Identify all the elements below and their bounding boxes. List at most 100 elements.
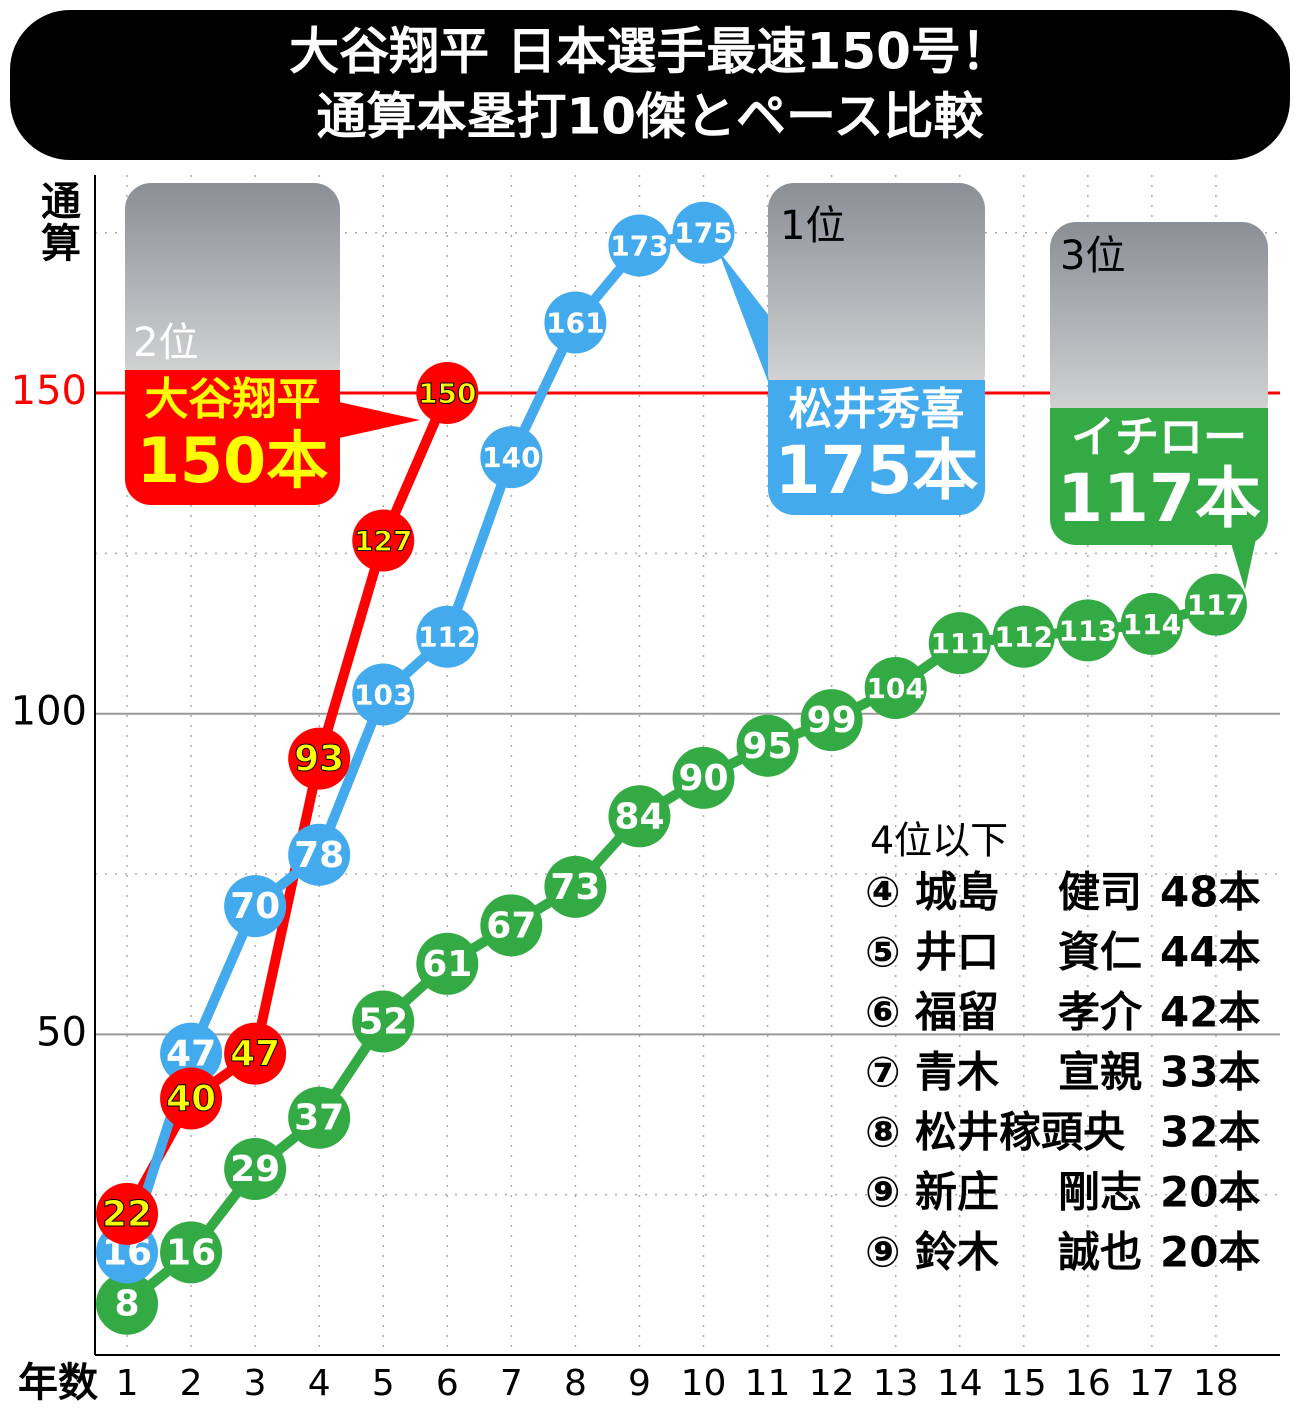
callout-tail — [718, 250, 780, 400]
others-family: 城島 — [915, 868, 999, 917]
point — [416, 605, 479, 668]
data-label: 47 — [230, 1034, 280, 1075]
callout-box — [1050, 408, 1268, 545]
point — [416, 362, 479, 425]
others-given: 健司 — [1058, 868, 1142, 917]
others-given: 誠也 — [1058, 1228, 1142, 1277]
others-family: 鈴木 — [915, 1228, 999, 1277]
photo — [768, 183, 985, 400]
point — [1120, 592, 1183, 655]
y-tick-label: 150 — [11, 368, 87, 414]
data-label: 103 — [354, 678, 412, 711]
data-label: 37 — [294, 1098, 344, 1139]
data-label: 29 — [230, 1149, 280, 1190]
point — [160, 1022, 223, 1085]
data-label: 99 — [807, 700, 857, 741]
point — [224, 1022, 287, 1085]
point — [352, 509, 415, 572]
callout-box — [125, 370, 340, 505]
others-hr: 48本 — [1160, 868, 1260, 917]
others-family: 新庄 — [915, 1168, 999, 1217]
x-tick-label: 18 — [1193, 1363, 1239, 1404]
data-label: 161 — [546, 307, 604, 340]
others-title: 4位以下 — [870, 819, 1008, 863]
data-label: 73 — [550, 867, 600, 908]
point — [544, 291, 607, 354]
x-tick-label: 3 — [244, 1363, 267, 1404]
y-tick-label: 50 — [36, 1009, 87, 1055]
series-line — [122, 227, 705, 1254]
x-axis-label: 年数 — [18, 1360, 98, 1406]
data-label: 52 — [358, 1002, 408, 1043]
point — [1056, 599, 1119, 662]
others-hr: 20本 — [1160, 1168, 1260, 1217]
others-hr: 20本 — [1160, 1228, 1260, 1277]
series-total: 175本 — [775, 432, 979, 509]
point — [608, 214, 671, 277]
data-label: 113 — [1059, 614, 1117, 647]
point — [544, 855, 607, 918]
data-label: 150 — [418, 377, 476, 410]
data-label: 104 — [866, 672, 924, 705]
others-hr: 42本 — [1160, 988, 1260, 1037]
x-tick-label: 12 — [809, 1363, 855, 1404]
x-tick-label: 14 — [937, 1363, 983, 1404]
x-tick-label: 6 — [436, 1363, 459, 1404]
title-box — [10, 10, 1290, 160]
point — [288, 823, 351, 886]
point — [864, 657, 927, 720]
others-family: 井口 — [915, 928, 999, 977]
data-label: 67 — [486, 905, 536, 946]
point — [672, 201, 735, 264]
data-label: 140 — [482, 441, 540, 474]
point — [608, 785, 671, 848]
others-rank: ④ — [865, 868, 901, 917]
point — [480, 894, 543, 957]
point — [928, 612, 991, 675]
others-rank: ⑨ — [865, 1228, 901, 1277]
series-name: 松井秀喜 — [789, 384, 965, 435]
others-given: 剛志 — [1058, 1168, 1142, 1217]
others-rank: ⑧ — [865, 1108, 901, 1157]
data-label: 95 — [743, 726, 793, 767]
data-label: 117 — [1187, 589, 1245, 622]
others-family: 松井稼頭央 — [915, 1108, 1126, 1157]
data-label: 127 — [354, 525, 412, 558]
x-tick-label: 7 — [500, 1363, 523, 1404]
data-label: 112 — [995, 621, 1053, 654]
x-tick-label: 11 — [745, 1363, 791, 1404]
others-rank: ⑥ — [865, 988, 901, 1037]
others-hr: 32本 — [1160, 1108, 1260, 1157]
photo — [125, 183, 340, 390]
data-label: 84 — [614, 796, 664, 837]
point — [96, 1272, 159, 1335]
title-line: 大谷翔平 日本選手最速150号！ — [289, 23, 1011, 81]
point — [1184, 573, 1247, 636]
others-rank: ⑤ — [865, 928, 901, 977]
others-given: 孝介 — [1058, 988, 1143, 1037]
point — [96, 1182, 159, 1245]
data-label: 22 — [102, 1194, 152, 1235]
x-tick-label: 2 — [180, 1363, 203, 1404]
data-label: 112 — [418, 621, 476, 654]
data-label: 8 — [114, 1284, 139, 1325]
others-given: 宣親 — [1058, 1048, 1142, 1097]
data-label: 93 — [294, 739, 344, 780]
point — [224, 875, 287, 938]
x-tick-label: 15 — [1001, 1363, 1047, 1404]
others-rank: ⑦ — [865, 1048, 901, 1097]
y-tick-label: 100 — [11, 689, 87, 735]
x-tick-label: 13 — [873, 1363, 919, 1404]
x-tick-label: 1 — [116, 1363, 139, 1404]
data-label: 61 — [422, 944, 472, 985]
point — [480, 426, 543, 489]
series-total: 117本 — [1057, 460, 1261, 537]
rank-label: 3位 — [1060, 233, 1125, 279]
data-label: 173 — [610, 230, 668, 263]
series-total: 150本 — [137, 424, 328, 497]
others-rank: ⑨ — [865, 1168, 901, 1217]
data-label: 111 — [931, 627, 989, 660]
x-tick-label: 5 — [372, 1363, 395, 1404]
